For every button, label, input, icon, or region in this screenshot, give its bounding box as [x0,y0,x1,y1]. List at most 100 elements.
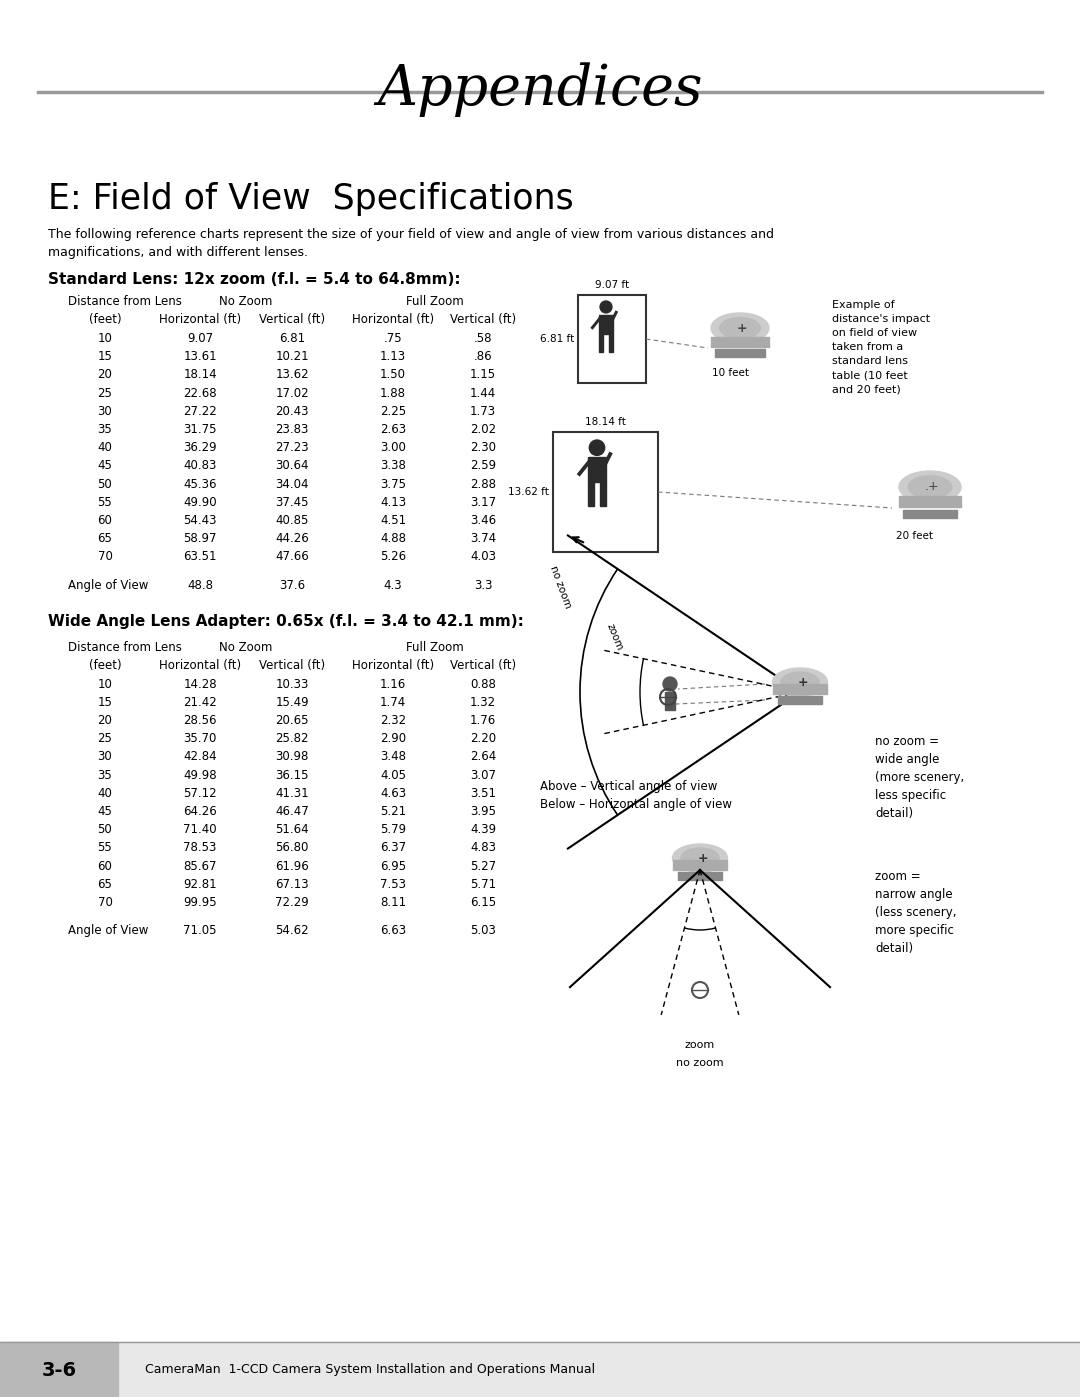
Text: 17.02: 17.02 [275,387,309,400]
Text: 13.61: 13.61 [184,351,217,363]
Text: 60: 60 [97,859,112,873]
Text: 4.51: 4.51 [380,514,406,527]
Text: 2.59: 2.59 [470,460,496,472]
Bar [599,334,604,352]
Text: 92.81: 92.81 [184,877,217,891]
Text: 25: 25 [97,732,112,745]
Text: 5.71: 5.71 [470,877,496,891]
Text: .58: .58 [474,332,492,345]
Text: Horizontal (ft): Horizontal (ft) [352,313,434,326]
Text: 60: 60 [97,514,112,527]
Text: Example of
distance's impact
on field of view
taken from a
standard lens
table (: Example of distance's impact on field of… [832,300,930,394]
Bar [599,314,612,334]
Text: 36.15: 36.15 [275,768,309,781]
Bar [778,696,822,704]
Ellipse shape [711,313,769,344]
Text: No Zoom: No Zoom [219,641,272,654]
Text: zoom: zoom [605,622,625,652]
Text: 65: 65 [97,877,112,891]
Text: 2.88: 2.88 [470,478,496,490]
Text: 18.14 ft: 18.14 ft [585,416,626,427]
Text: 40: 40 [97,441,112,454]
Ellipse shape [781,672,819,692]
Text: 45.36: 45.36 [184,478,217,490]
Text: 3.17: 3.17 [470,496,496,509]
Text: 1.44: 1.44 [470,387,496,400]
Text: 44.26: 44.26 [275,532,309,545]
Text: Above – Vertical angle of view: Above – Vertical angle of view [540,780,717,793]
Text: No Zoom: No Zoom [219,295,272,307]
Text: 10 feet: 10 feet [712,367,748,379]
Text: 2.30: 2.30 [470,441,496,454]
Text: 23.83: 23.83 [275,423,309,436]
Text: 70: 70 [97,550,112,563]
Text: 31.75: 31.75 [184,423,217,436]
Text: 3.75: 3.75 [380,478,406,490]
Text: Angle of View: Angle of View [68,925,148,937]
Text: Standard Lens: 12x zoom (f.l. = 5.4 to 64.8mm):: Standard Lens: 12x zoom (f.l. = 5.4 to 6… [48,272,461,286]
Text: 30: 30 [97,405,112,418]
Text: 20: 20 [97,714,112,726]
Text: 20 feet: 20 feet [896,531,933,541]
Text: Full Zoom: Full Zoom [406,295,464,307]
Text: 49.90: 49.90 [184,496,217,509]
Text: 55: 55 [97,496,112,509]
Text: 2.90: 2.90 [380,732,406,745]
Text: 71.05: 71.05 [184,925,217,937]
Text: 54.43: 54.43 [184,514,217,527]
Text: 57.12: 57.12 [184,787,217,800]
Text: 28.56: 28.56 [184,714,217,726]
Ellipse shape [719,317,760,338]
Text: 41.31: 41.31 [275,787,309,800]
Text: 35.70: 35.70 [184,732,217,745]
Text: 15: 15 [97,351,112,363]
Text: 1.15: 1.15 [470,369,496,381]
Text: 1.74: 1.74 [380,696,406,708]
Text: 20.65: 20.65 [275,714,309,726]
Text: 67.13: 67.13 [275,877,309,891]
Bar [589,482,594,506]
Text: 78.53: 78.53 [184,841,217,855]
Text: no zoom =
wide angle
(more scenery,
less specific
detail): no zoom = wide angle (more scenery, less… [875,735,964,820]
Bar [0,1343,118,1397]
Text: 15.49: 15.49 [275,696,309,708]
Text: 40.85: 40.85 [275,514,309,527]
Text: zoom: zoom [685,1039,715,1051]
Text: 2.64: 2.64 [470,750,496,763]
Text: Vertical (ft): Vertical (ft) [450,313,516,326]
Text: 46.47: 46.47 [275,805,309,819]
Bar [773,685,827,694]
Circle shape [590,440,605,455]
Text: 25: 25 [97,387,112,400]
Text: 15: 15 [97,696,112,708]
Text: 5.79: 5.79 [380,823,406,837]
Text: Vertical (ft): Vertical (ft) [450,658,516,672]
Text: 5.26: 5.26 [380,550,406,563]
Text: 21.42: 21.42 [184,696,217,708]
Text: 4.13: 4.13 [380,496,406,509]
Text: 6.37: 6.37 [380,841,406,855]
Text: 42.84: 42.84 [184,750,217,763]
Text: 50: 50 [97,478,112,490]
Text: 9.07 ft: 9.07 ft [595,279,629,291]
Ellipse shape [899,471,961,503]
Bar [673,861,727,870]
Text: 30: 30 [97,750,112,763]
Text: 71.40: 71.40 [184,823,217,837]
Text: 35: 35 [97,423,112,436]
Text: 4.39: 4.39 [470,823,496,837]
Text: 4.63: 4.63 [380,787,406,800]
Text: 4.88: 4.88 [380,532,406,545]
Text: 3.51: 3.51 [470,787,496,800]
Bar [715,349,765,358]
Text: Horizontal (ft): Horizontal (ft) [352,658,434,672]
Text: 10: 10 [97,678,112,690]
Text: Horizontal (ft): Horizontal (ft) [159,658,241,672]
Text: Horizontal (ft): Horizontal (ft) [159,313,241,326]
Text: 49.98: 49.98 [184,768,217,781]
Text: 1.50: 1.50 [380,369,406,381]
Text: 3.00: 3.00 [380,441,406,454]
Text: 40.83: 40.83 [184,460,217,472]
Text: 37.45: 37.45 [275,496,309,509]
Text: 6.95: 6.95 [380,859,406,873]
